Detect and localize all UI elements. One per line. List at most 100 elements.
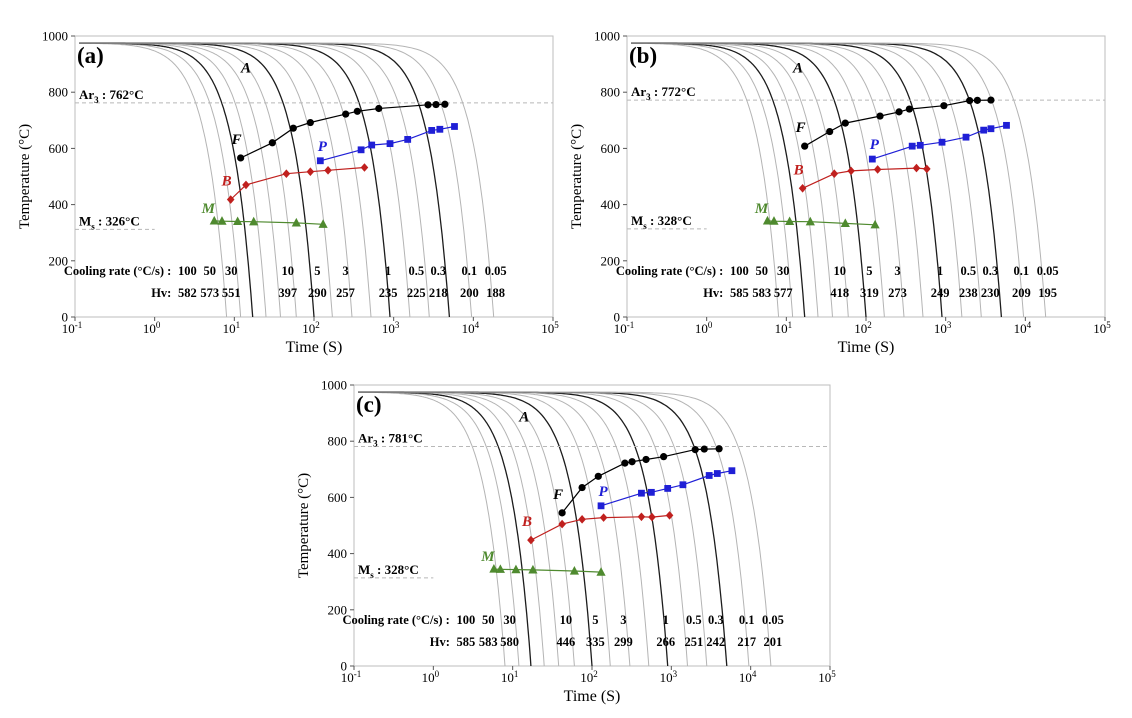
- bainite-point: [599, 513, 608, 522]
- bainite-point: [578, 515, 586, 524]
- phase-label-p: P: [870, 137, 880, 153]
- x-tick-base: 10: [541, 321, 554, 336]
- ms-annotation: Ms : 328°C: [631, 213, 692, 231]
- x-tick-exponent: -1: [75, 320, 83, 330]
- hardness-value: 580: [500, 635, 519, 649]
- x-tick-base: 10: [580, 670, 593, 685]
- x-tick-label: 100: [143, 320, 161, 336]
- hardness-value: 235: [379, 286, 398, 300]
- x-tick-label: 105: [818, 669, 836, 685]
- hardness-value: 319: [860, 286, 879, 300]
- x-tick-exponent: 4: [1027, 320, 1032, 330]
- x-tick-exponent: 2: [867, 320, 872, 330]
- x-tick-label: 102: [302, 320, 320, 336]
- cooling-rate-value: 50: [204, 264, 217, 278]
- hardness-value: 217: [737, 635, 756, 649]
- ferrite-point: [628, 458, 636, 466]
- x-tick-base: 10: [462, 321, 475, 336]
- bainite-point: [665, 511, 674, 520]
- phase-label-f: F: [552, 487, 563, 503]
- hardness-value: 188: [486, 286, 505, 300]
- panel-label: (c): [356, 392, 382, 417]
- martensite-point: [217, 216, 227, 225]
- x-tick-label: 10-1: [62, 320, 83, 336]
- hardness-value: 585: [730, 286, 749, 300]
- x-tick-label: 105: [1093, 320, 1111, 336]
- pearlite-point: [987, 125, 995, 133]
- x-tick-base: 10: [775, 321, 788, 336]
- phase-label-b: B: [793, 162, 804, 178]
- y-tick-label: 600: [49, 141, 69, 156]
- x-tick-exponent: 0: [708, 320, 713, 330]
- pearlite-point: [368, 141, 376, 149]
- x-axis-title: Time (S): [564, 688, 621, 705]
- martensite-point: [318, 219, 328, 228]
- martensite-point: [511, 564, 521, 574]
- x-tick-exponent: 2: [593, 669, 598, 679]
- pearlite-point: [638, 489, 645, 497]
- ar3-value: : 762°C: [99, 87, 144, 102]
- x-tick-exponent: 5: [831, 669, 836, 679]
- y-tick-label: 800: [328, 434, 348, 449]
- y-axis-title: Temperature (°C): [569, 124, 585, 229]
- ms-label: M: [79, 213, 91, 228]
- panel-label: (a): [77, 43, 104, 68]
- ferrite-point: [801, 142, 809, 150]
- phase-label-b: B: [221, 174, 232, 190]
- ferrite-point: [375, 104, 383, 113]
- ar3-label: Ar: [631, 84, 646, 99]
- ms-value: : 328°C: [647, 213, 692, 228]
- x-tick-label: 103: [934, 320, 952, 336]
- cooling-rate-value: 5: [314, 264, 320, 278]
- cooling-rate-value: 30: [777, 264, 790, 278]
- hardness-value: 551: [222, 286, 241, 300]
- ar3-subscript: 3: [373, 439, 378, 449]
- phase-label-m: M: [480, 549, 495, 565]
- ferrite-point: [966, 97, 974, 105]
- pearlite-point: [938, 138, 946, 146]
- x-tick-base: 10: [341, 670, 354, 685]
- phase-label-p: P: [318, 139, 328, 155]
- pearlite-point: [436, 125, 444, 133]
- x-tick-base: 10: [818, 670, 831, 685]
- ms-annotation: Ms : 328°C: [358, 562, 419, 580]
- martensite-point: [249, 216, 259, 226]
- x-tick-exponent: 0: [435, 669, 440, 679]
- ferrite-point: [905, 105, 913, 113]
- x-tick-base: 10: [422, 670, 435, 685]
- bainite-point: [282, 169, 291, 178]
- cooling-rate-value: 1: [385, 264, 391, 278]
- x-tick-exponent: 2: [315, 320, 320, 330]
- ferrite-point: [558, 509, 566, 517]
- cooling-rate-value: 0.5: [408, 264, 424, 278]
- y-tick-label: 200: [601, 253, 621, 268]
- ferrite-point: [594, 472, 602, 480]
- hardness-value: 251: [684, 635, 703, 649]
- martensite-point: [209, 215, 219, 225]
- panel-label: (b): [629, 43, 657, 68]
- bainite-point: [912, 163, 921, 173]
- x-axis-title: Time (S): [838, 339, 895, 356]
- y-tick-label: 800: [49, 85, 69, 100]
- y-tick-label: 400: [328, 546, 348, 561]
- phase-label-m: M: [754, 201, 769, 217]
- x-tick-label: 101: [775, 320, 793, 336]
- bainite-point: [798, 184, 807, 193]
- bainite-point: [242, 180, 250, 190]
- pearlite-point: [868, 155, 876, 163]
- hardness-value: 242: [706, 635, 725, 649]
- x-tick-label: 100: [695, 320, 713, 336]
- y-tick-label: 800: [601, 85, 621, 100]
- martensite-point: [596, 567, 606, 576]
- hardness-label: Hv:: [703, 286, 723, 300]
- x-tick-label: 104: [1014, 320, 1032, 336]
- hardness-value: 257: [336, 286, 355, 300]
- x-tick-base: 10: [501, 670, 514, 685]
- hardness-value: 230: [981, 286, 1000, 300]
- ms-value: : 328°C: [374, 562, 419, 577]
- ar3-annotation: Ar3 : 772°C: [631, 84, 696, 102]
- martensite-point: [233, 216, 243, 226]
- hardness-value: 218: [429, 286, 448, 300]
- martensite-point: [762, 215, 773, 225]
